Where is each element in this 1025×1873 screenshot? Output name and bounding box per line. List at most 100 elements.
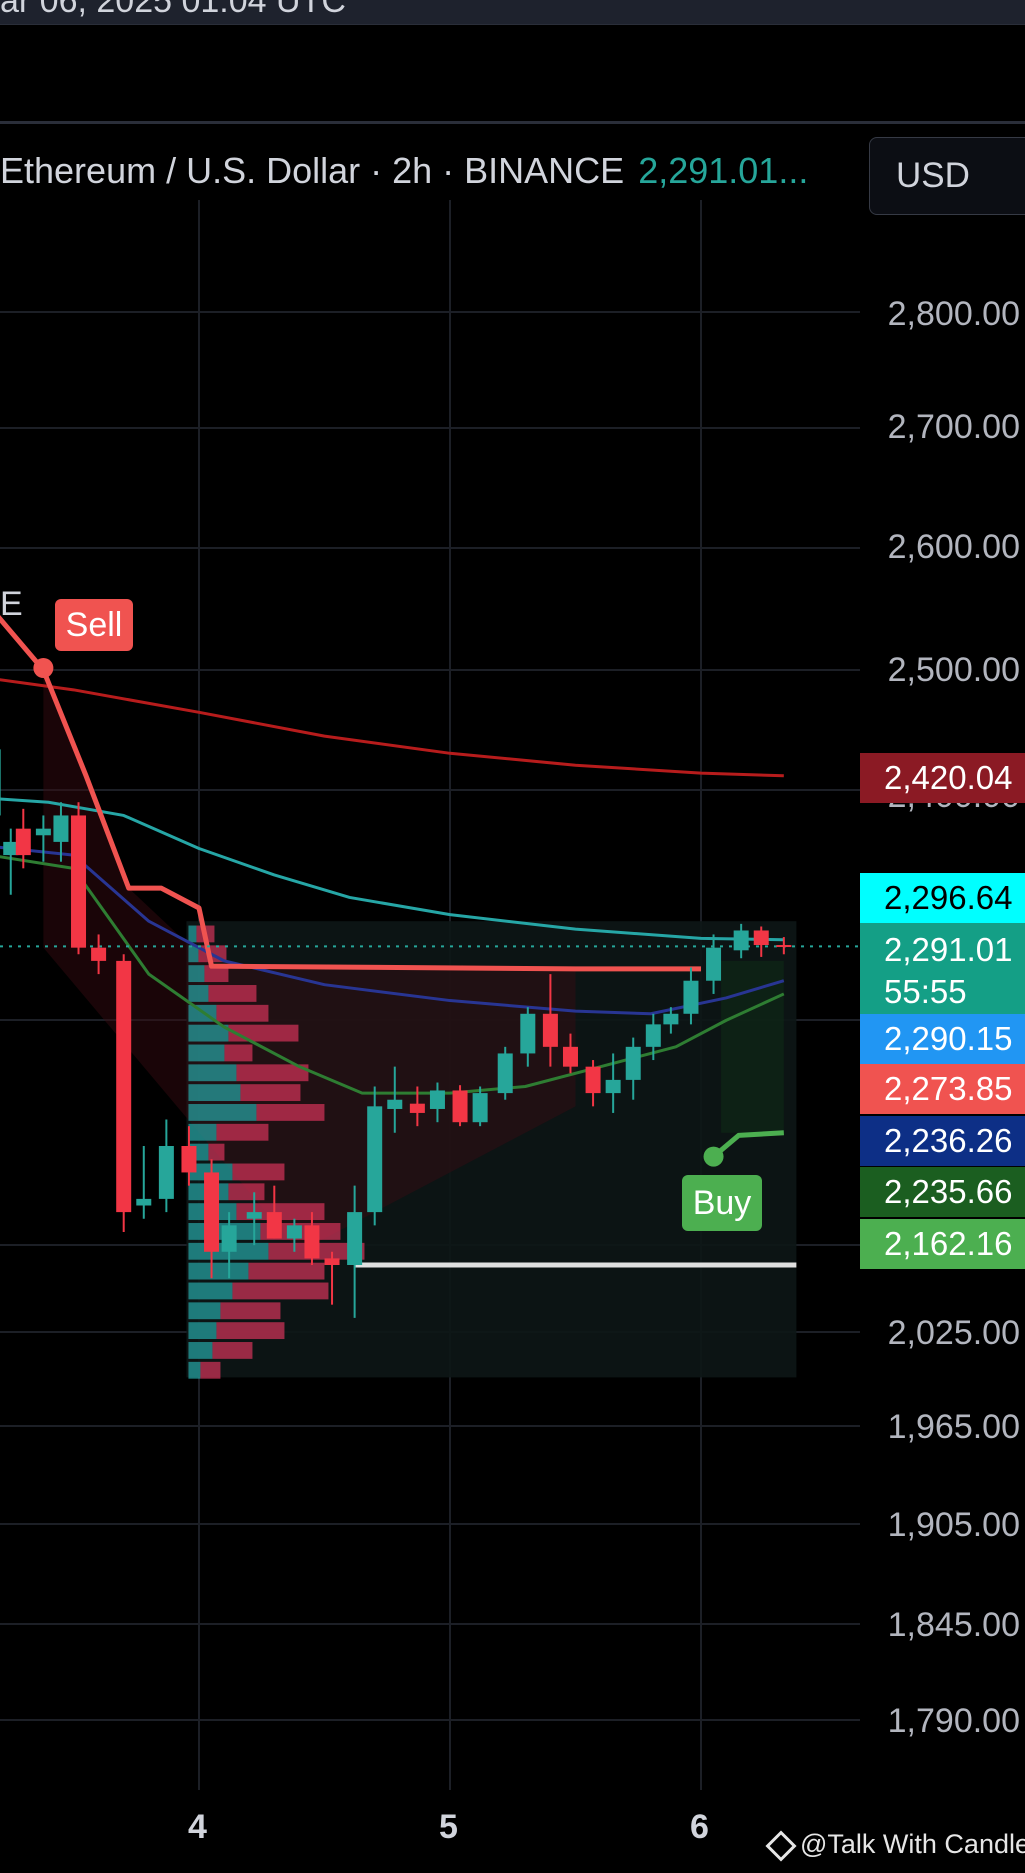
price-tag-value: 2,290.15 <box>884 1020 1013 1057</box>
price-tag-value: 2,235.66 <box>884 1173 1013 1210</box>
price-tag-2420: 2,420.04 <box>860 753 1025 803</box>
y-tick-label: 2,600.00 <box>887 528 1020 566</box>
candle-body-down <box>204 1172 220 1252</box>
candle-body-up <box>347 1212 363 1265</box>
y-tick-label: 1,845.00 <box>887 1606 1020 1644</box>
volume-profile-bar-down <box>204 965 229 983</box>
volume-profile-bar-up <box>188 1104 257 1121</box>
candle-body-down <box>753 930 769 946</box>
indicator-line <box>0 678 784 778</box>
watermark-text: @Talk With Candle <box>800 1829 1025 1859</box>
currency-label: USD <box>896 156 970 195</box>
volume-profile-bar-up <box>188 1084 241 1102</box>
candle-body-up <box>625 1046 641 1080</box>
volume-profile-bar-up <box>188 1302 221 1320</box>
candle-body-down <box>181 1146 197 1173</box>
candle-body-up <box>706 947 722 981</box>
volume-profile-bar-down <box>228 1183 265 1201</box>
volume-profile-bar-up <box>188 1322 217 1340</box>
indicator-line <box>0 855 785 1095</box>
candle-body-down <box>71 815 87 948</box>
volume-profile-bar-down <box>256 1104 325 1121</box>
bullish-zone <box>721 960 784 1133</box>
candle-body-down <box>266 1212 282 1239</box>
buy-signal-marker <box>703 1146 724 1167</box>
x-tick-label: 6 <box>690 1808 709 1846</box>
candle-body-down <box>452 1090 468 1123</box>
candle-body-up <box>520 1013 536 1054</box>
currency-selector[interactable]: USD <box>869 137 1025 215</box>
y-tick-label: 1,790.00 <box>887 1702 1020 1740</box>
volume-profile-bar-up <box>188 1342 213 1359</box>
price-tag-2162: 2,162.16 <box>860 1219 1025 1269</box>
price-tag-value: 2,236.26 <box>884 1122 1013 1159</box>
symbol-header: Ethereum / U.S. Dollar · 2h · BINANCE 2,2… <box>0 150 808 194</box>
volume-profile-bar-up <box>188 925 197 943</box>
candle-body-up <box>663 1013 679 1025</box>
volume-profile-bar-down <box>240 1084 301 1102</box>
volume-profile-bar-down <box>200 1361 221 1379</box>
candle-body-down <box>585 1066 601 1094</box>
volume-profile-bar-down <box>248 1262 325 1280</box>
candle-body-down <box>409 1103 425 1113</box>
top-bar-text: ar 06, 2025 01:04 UTC <box>0 0 346 20</box>
candle-body-up <box>429 1090 445 1109</box>
price-tag-2291: 2,291.01 55:55 <box>860 923 1025 1020</box>
price-tag-value: 2,273.85 <box>884 1070 1013 1107</box>
volume-profile-bar-down <box>208 985 257 1002</box>
volume-profile-bar-up <box>188 985 209 1002</box>
volume-profile-bar-down <box>232 1282 329 1300</box>
top-date-bar: ar 06, 2025 01:04 UTC <box>0 0 1025 25</box>
candle-body-up <box>53 815 69 842</box>
y-tick-label: 2,025.00 <box>887 1314 1020 1352</box>
watermark: @Talk With Candle <box>765 1829 1025 1862</box>
candle-body-down <box>91 947 107 961</box>
candle-body-up <box>367 1106 383 1213</box>
watermark-logo-icon <box>765 1830 797 1862</box>
price-tag-2235-66: 2,235.66 <box>860 1167 1025 1217</box>
candle-body-up <box>158 1146 174 1199</box>
y-tick-label: 2,500.00 <box>887 651 1020 689</box>
volume-profile-bar-down <box>232 1163 285 1181</box>
y-tick-label: 2,700.00 <box>887 408 1020 446</box>
price-tag-value: 2,291.01 <box>884 931 1013 968</box>
buy-signal-label: Buy <box>682 1175 762 1231</box>
price-tag-value: 2,162.16 <box>884 1225 1013 1262</box>
volume-profile-bar-down <box>220 1302 281 1320</box>
sell-signal-marker <box>33 658 54 678</box>
volume-profile-bar-down <box>212 1342 253 1359</box>
candle-body-up <box>3 841 19 856</box>
header-divider <box>0 121 1025 124</box>
volume-profile-bar-down <box>208 1143 225 1161</box>
candle-body-up <box>136 1198 152 1206</box>
volume-profile-bar-up <box>188 1282 233 1300</box>
candle-body-up <box>0 749 1 816</box>
y-tick-label: 1,905.00 <box>887 1506 1020 1544</box>
candle-body-down <box>776 945 792 948</box>
volume-profile-bar-up <box>188 1361 201 1379</box>
volume-profile-bar-down <box>236 1064 309 1082</box>
candle-body-down <box>116 960 132 1213</box>
candle-body-up <box>605 1079 621 1094</box>
volume-profile-bar-up <box>188 1044 225 1062</box>
y-tick-label: 2,800.00 <box>887 295 1020 333</box>
candle-body-up <box>286 1225 302 1239</box>
candle-body-up <box>246 1212 262 1219</box>
price-tag-2296: 2,296.64 <box>860 873 1025 923</box>
countdown-timer: 55:55 <box>884 973 967 1010</box>
candle-body-up <box>472 1093 488 1123</box>
last-price: 2,291.01... <box>638 150 809 191</box>
price-tag-2290: 2,290.15 <box>860 1014 1025 1064</box>
indicator-line <box>0 797 784 942</box>
symbol-title: Ethereum / U.S. Dollar · 2h · BINANCE <box>0 150 625 191</box>
volume-profile-bar-up <box>188 1024 229 1042</box>
candle-body-up <box>387 1099 403 1109</box>
volume-profile-bar-up <box>188 965 205 983</box>
candle-body-down <box>324 1258 340 1265</box>
indicator-line <box>0 615 701 972</box>
volume-profile-bar-up <box>188 1262 249 1280</box>
x-tick-label: 4 <box>188 1808 207 1846</box>
indicator-line <box>711 1130 784 1159</box>
volume-profile-bar-down <box>228 1024 299 1042</box>
